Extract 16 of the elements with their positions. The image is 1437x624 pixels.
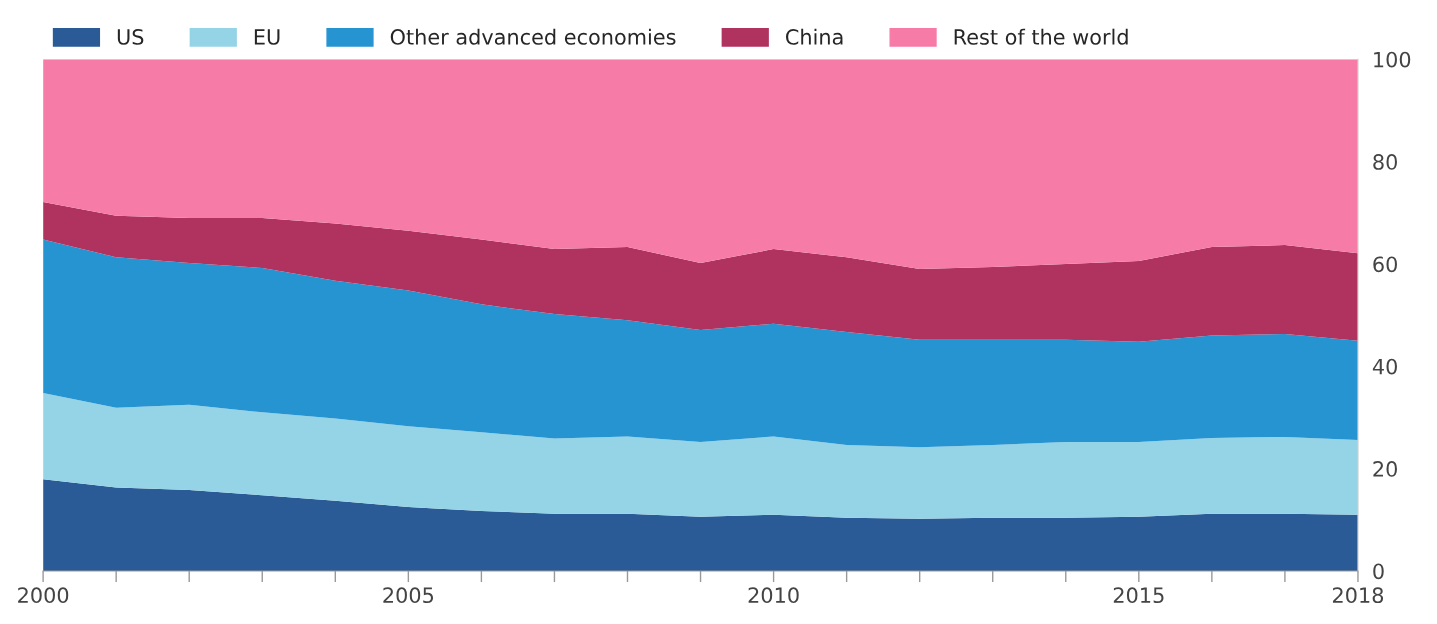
legend-label: Rest of the world: [954, 28, 1128, 45]
y-tick-label: 100: [1374, 51, 1411, 68]
y-tick-label: 80: [1373, 154, 1397, 170]
x-tick-label: 2015: [1113, 587, 1164, 604]
legend-label: China: [785, 28, 843, 45]
legend-label: Other advanced economies: [390, 28, 676, 45]
legend-label: US: [117, 29, 144, 45]
y-tick-label: 0: [1373, 563, 1384, 580]
x-tick-label: 2000: [18, 587, 69, 604]
x-tick-label: 2005: [383, 587, 434, 604]
y-tick-label: 60: [1373, 256, 1397, 273]
legend-label: EU: [254, 29, 280, 45]
y-tick-label: 40: [1372, 358, 1397, 375]
y-tick-label: 20: [1373, 461, 1397, 477]
x-tick-label: 2010: [748, 587, 799, 604]
x-tick-label: 2018: [1332, 587, 1384, 604]
